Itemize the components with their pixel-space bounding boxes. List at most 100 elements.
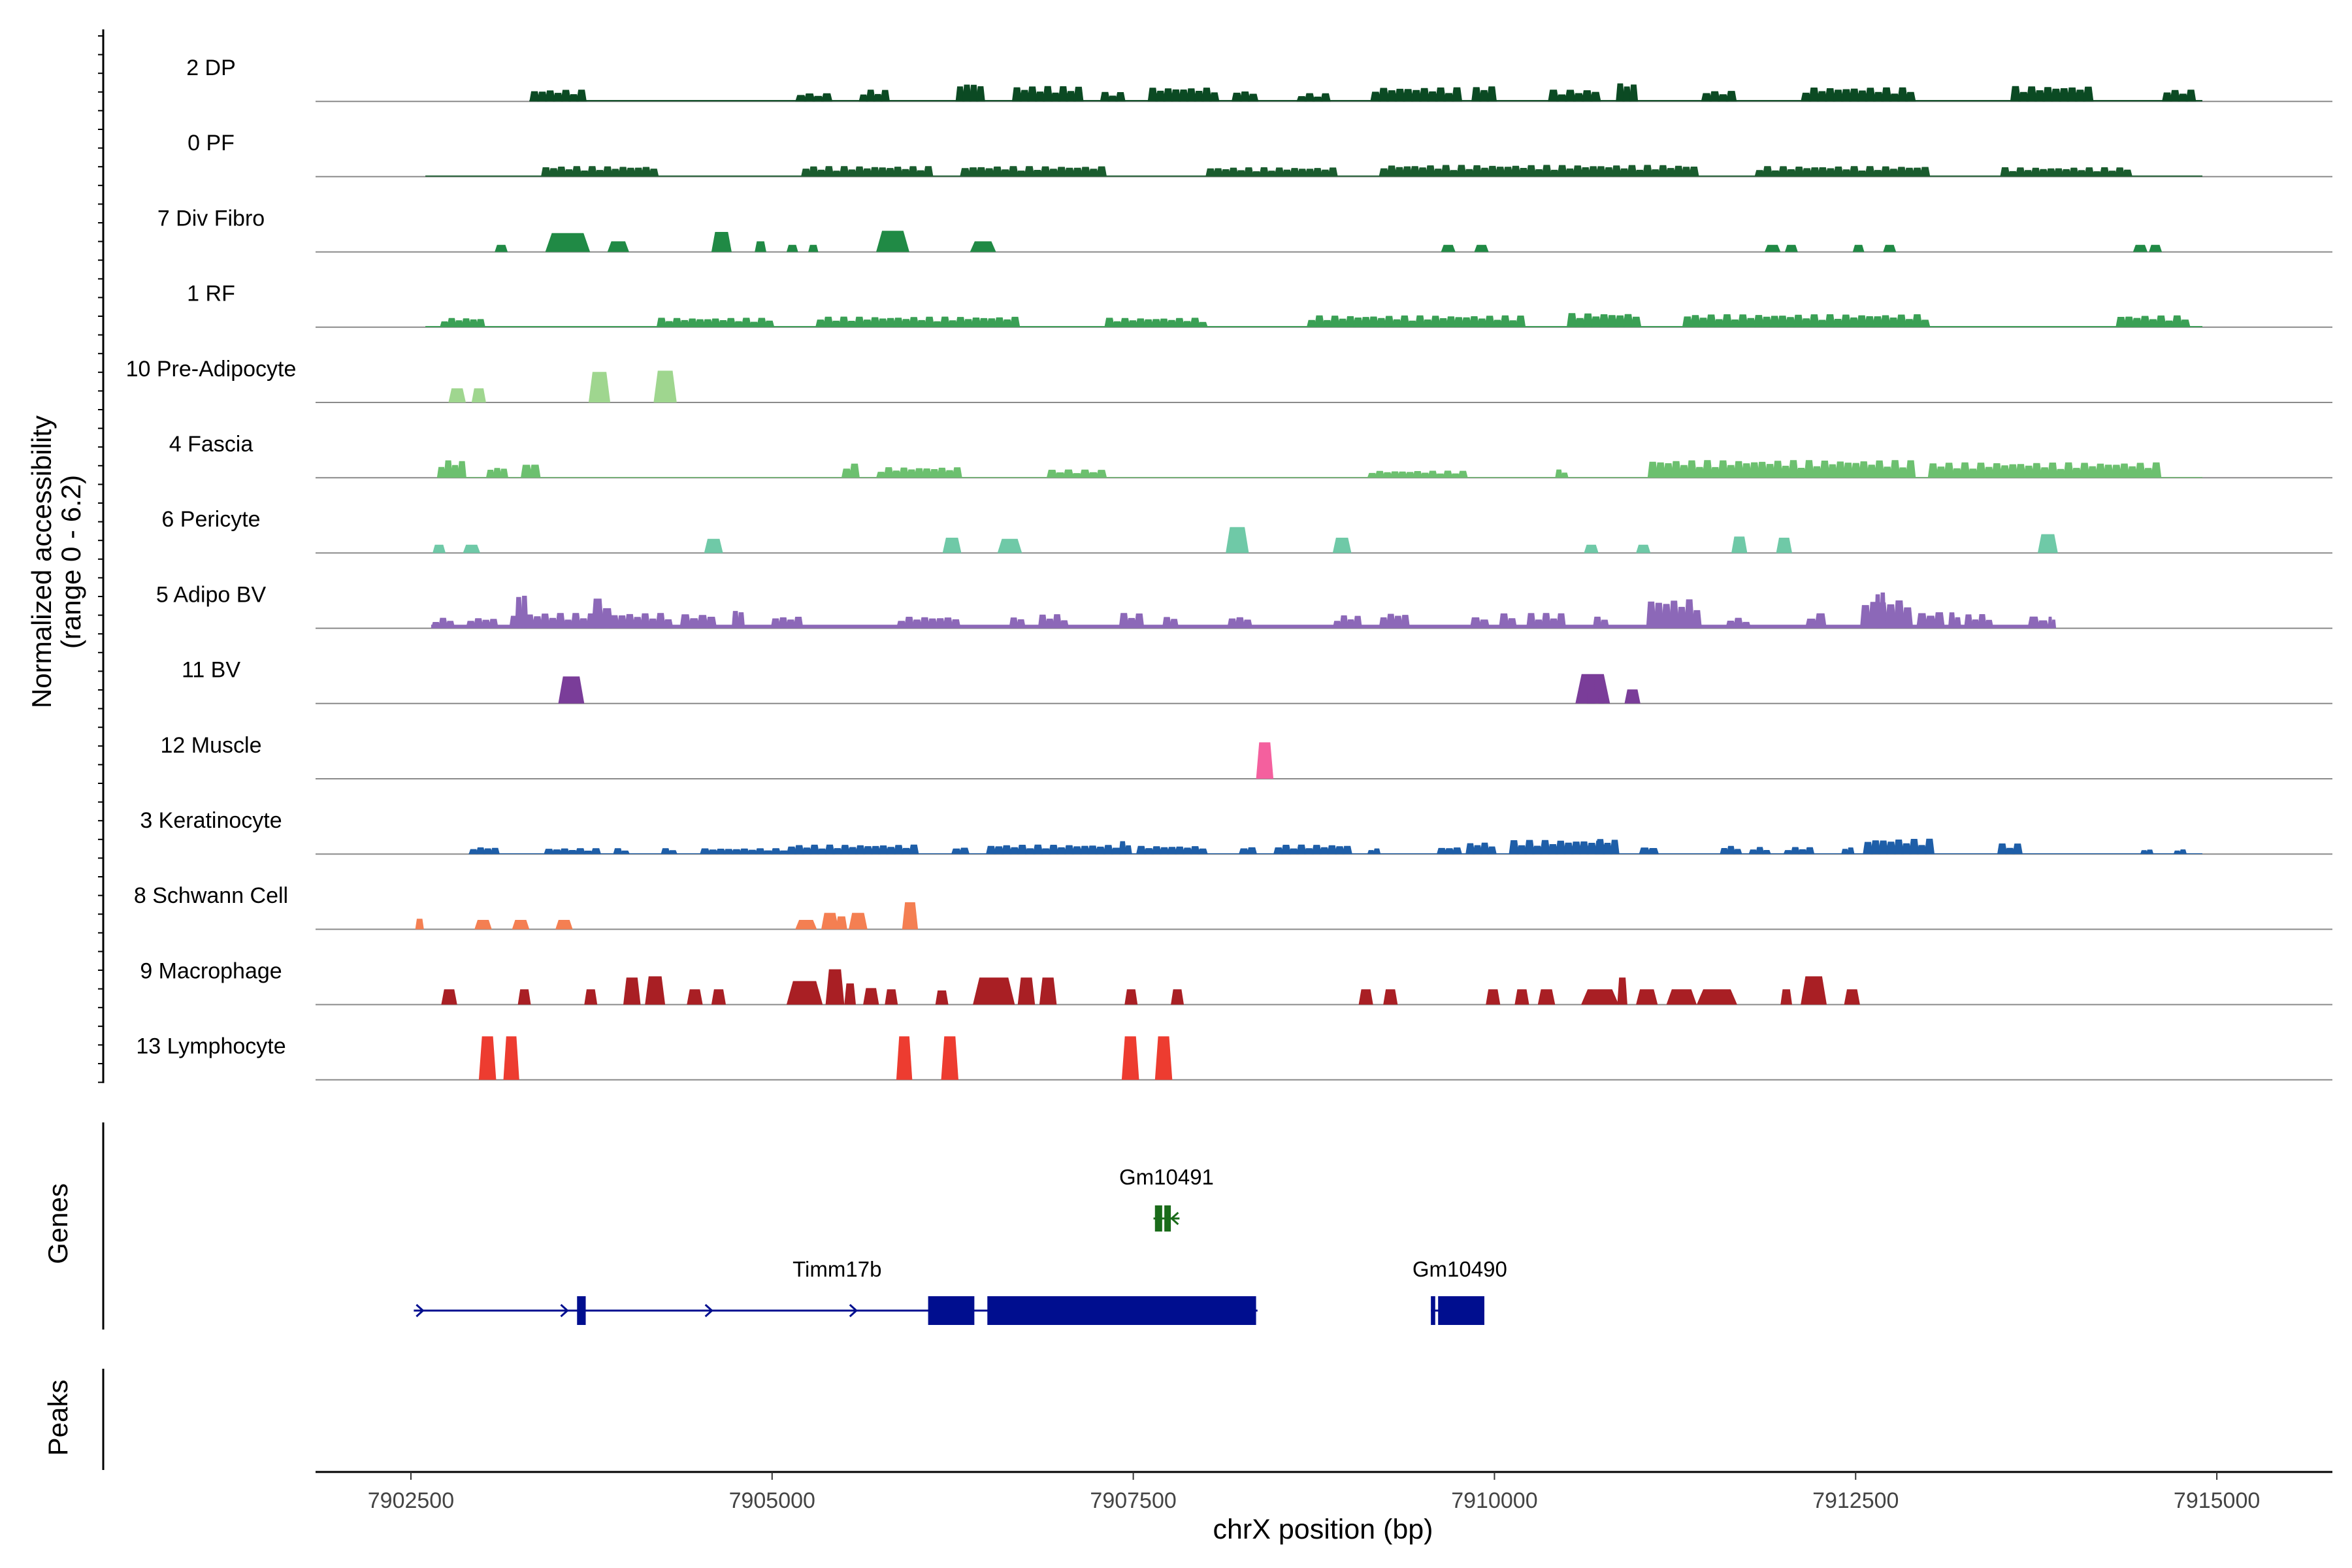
signal-peak: [795, 920, 817, 930]
signal-bump: [832, 848, 843, 855]
signal-bump: [1722, 314, 1733, 327]
signal-bump: [1400, 615, 1411, 629]
gene-exon: [1431, 1296, 1435, 1325]
signal-bump: [2059, 88, 2070, 102]
signal-bump: [880, 90, 890, 102]
signal-bump: [1691, 610, 1702, 629]
signal-bump: [1499, 613, 1509, 629]
signal-bump: [532, 616, 542, 629]
signal-bump: [540, 613, 550, 629]
signal-bump: [994, 846, 1004, 855]
signal-bump: [2095, 463, 2106, 478]
signal-bump: [1991, 463, 2002, 478]
signal-bump: [2084, 167, 2095, 177]
signal-bump: [858, 94, 868, 102]
signal-bump: [1096, 470, 1107, 478]
signal-bump: [1516, 845, 1527, 855]
signal-bump: [515, 596, 523, 629]
signal-bump: [1896, 314, 1907, 327]
signal-bump: [529, 91, 540, 102]
signal-bump: [1054, 472, 1066, 478]
signal-bump: [1451, 87, 1463, 102]
signal-bump: [1557, 165, 1567, 177]
signal-bump: [1984, 619, 1994, 629]
signal-bump: [1367, 850, 1375, 855]
signal-bump: [1733, 849, 1742, 855]
signal-peak: [2149, 244, 2163, 252]
signal-bump: [1556, 94, 1567, 102]
signal-bump: [1446, 316, 1456, 327]
signal-bump: [1473, 845, 1482, 855]
signal-bump: [476, 847, 485, 855]
signal-bump: [1590, 316, 1601, 327]
signal-bump: [2115, 167, 2125, 177]
signal-bump: [1801, 168, 1812, 177]
signal-bump: [831, 171, 841, 177]
signal-bump: [1095, 846, 1106, 855]
track-label: 10 Pre-Adipocyte: [126, 357, 297, 382]
signal-bump: [1019, 90, 1030, 102]
signal-bump: [1508, 320, 1518, 327]
signal-peak: [1731, 536, 1748, 553]
signal-bump: [960, 168, 971, 177]
signal-bump: [2155, 315, 2166, 327]
signal-bump: [1857, 90, 1868, 102]
signal-peak: [711, 232, 732, 252]
signal-bump: [541, 167, 551, 177]
signal-bump: [1801, 318, 1812, 327]
signal-bump: [916, 319, 927, 327]
signal-bump: [633, 167, 644, 177]
signal-bump: [1441, 165, 1451, 177]
signal-bump: [1435, 473, 1445, 478]
signal-bump: [2178, 93, 2189, 102]
signal-bump: [762, 850, 774, 855]
signal-bump: [1888, 169, 1899, 177]
signal-peak: [849, 913, 868, 930]
signal-bump: [1749, 462, 1759, 478]
signal-bump: [591, 848, 601, 855]
signal-bump: [664, 321, 674, 327]
signal-bump: [2068, 167, 2079, 177]
signal-bump: [1375, 470, 1385, 478]
signal-bump: [952, 467, 962, 478]
signal-bump: [1825, 168, 1836, 177]
gene-gm10491: Gm10491: [1119, 1165, 1214, 1232]
signal-bump: [1619, 168, 1629, 177]
signal-bump: [929, 469, 939, 478]
signal-peak: [885, 989, 898, 1005]
signal-bump: [440, 321, 449, 327]
signal-bump: [1420, 472, 1430, 478]
signal-bump: [641, 167, 651, 177]
signal-bump: [1573, 165, 1583, 177]
signal-bump: [2071, 468, 2082, 478]
signal-bump: [1833, 166, 1844, 177]
signal-bump: [885, 168, 895, 177]
signal-bump: [567, 850, 578, 855]
signal-bump: [1009, 617, 1019, 629]
signal-bump: [1032, 170, 1043, 177]
strand-arrow: [560, 1303, 569, 1318]
signal-bump: [899, 467, 909, 478]
signal-bump: [847, 847, 858, 855]
x-tick-label: 7910000: [1451, 1488, 1537, 1513]
signal-bump: [971, 318, 981, 327]
signal-bump: [1159, 847, 1169, 855]
signal-bump: [1841, 849, 1849, 855]
signal-bump: [1541, 165, 1552, 177]
signal-bump: [1040, 166, 1051, 177]
signal-bump: [661, 848, 670, 855]
signal-bump: [1689, 167, 1699, 177]
signal-bump: [1897, 87, 1908, 102]
signal-bump: [1037, 614, 1047, 629]
signal-bump: [1190, 846, 1200, 855]
signal-peak: [545, 233, 591, 252]
signal-bump: [2027, 616, 2040, 629]
signal-bump: [1048, 845, 1059, 855]
signal-peak: [1666, 989, 1697, 1005]
signal-bump: [679, 319, 690, 327]
signal-bump: [1386, 90, 1397, 102]
signal-peak: [1780, 989, 1792, 1005]
signal-peak: [844, 983, 856, 1005]
signal-bump: [2010, 86, 2021, 102]
gene-gm10490: Gm10490: [1413, 1257, 1507, 1325]
